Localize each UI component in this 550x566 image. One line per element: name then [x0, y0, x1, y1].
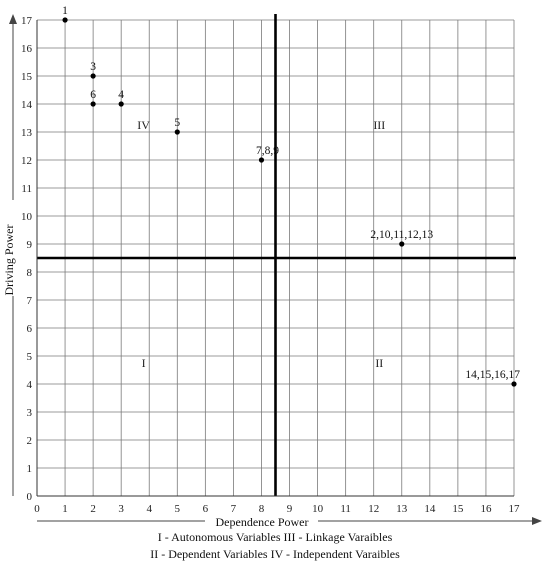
- quadrant-label: III: [373, 118, 385, 132]
- x-tick-label: 2: [90, 503, 96, 515]
- x-tick-label: 17: [509, 503, 521, 515]
- x-tick-label: 4: [146, 503, 152, 515]
- y-tick-label: 3: [27, 407, 33, 419]
- x-tick-label: 5: [175, 503, 181, 515]
- y-tick-label: 6: [27, 323, 33, 335]
- data-point: [511, 381, 517, 387]
- quadrant-label: I: [142, 356, 146, 370]
- x-tick-label: 3: [118, 503, 124, 515]
- x-tick-label: 12: [368, 503, 379, 515]
- y-tick-label: 12: [21, 155, 32, 167]
- y-tick-label: 7: [27, 295, 33, 307]
- data-point-label: 14,15,16,17: [465, 369, 520, 381]
- data-point-label: 6: [90, 89, 96, 101]
- legend-line-1: I - Autonomous Variables III - Linkage V…: [158, 530, 393, 544]
- data-point: [90, 73, 96, 79]
- x-tick-label: 11: [340, 503, 351, 515]
- data-point-label: 4: [118, 89, 124, 101]
- data-point: [118, 101, 124, 107]
- y-tick-label: 10: [21, 211, 33, 223]
- y-tick-label: 13: [21, 127, 33, 139]
- y-tick-label: 15: [21, 71, 33, 83]
- y-tick-label: 2: [27, 435, 33, 447]
- data-point-label: 1: [62, 5, 68, 17]
- data-point-label: 5: [174, 117, 180, 129]
- quadrant-label: II: [375, 356, 383, 370]
- y-tick-label: 14: [21, 99, 33, 111]
- data-point: [62, 17, 68, 23]
- x-tick-label: 15: [452, 503, 464, 515]
- data-point-label: 7,8,9: [256, 145, 279, 157]
- data-point: [399, 241, 405, 247]
- x-axis-title: Dependence Power: [216, 515, 309, 529]
- y-arrow-head: [9, 14, 17, 24]
- y-tick-label: 5: [27, 351, 33, 363]
- axes: [9, 14, 542, 525]
- x-tick-label: 16: [480, 503, 492, 515]
- quadrant-dividers: [37, 14, 516, 496]
- x-tick-labels: 0 1 2 3 4 5 6 7 8 9 10 11 12 13 14 15 16 17: [34, 503, 520, 515]
- x-tick-label: 8: [259, 503, 265, 515]
- y-tick-label: 17: [21, 15, 33, 27]
- y-tick-label: 8: [27, 267, 33, 279]
- y-axis-title: Driving Power: [2, 225, 16, 296]
- y-tick-label: 9: [27, 239, 33, 251]
- data-point: [90, 101, 96, 107]
- data-point-label: 2,10,11,12,13: [370, 229, 433, 241]
- x-tick-label: 14: [424, 503, 436, 515]
- data-point-label: 3: [90, 61, 96, 73]
- data-point: [174, 129, 180, 135]
- y-tick-label: 4: [27, 379, 33, 391]
- x-tick-label: 9: [287, 503, 293, 515]
- x-arrow-head: [532, 517, 542, 525]
- x-tick-label: 13: [396, 503, 408, 515]
- data-points: 1 3 6 4 5 7,8,9 2,10,11,12,13 14,15,16,17: [62, 5, 520, 387]
- x-tick-label: 6: [203, 503, 209, 515]
- x-tick-label: 10: [312, 503, 324, 515]
- y-tick-label: 1: [27, 463, 33, 475]
- x-tick-label: 0: [34, 503, 40, 515]
- data-point: [258, 157, 265, 163]
- y-tick-label: 11: [21, 183, 32, 195]
- y-tick-label: 0: [27, 491, 33, 503]
- x-tick-label: 1: [62, 503, 68, 515]
- legend-line-2: II - Dependent Variables IV - Independen…: [150, 547, 400, 561]
- quadrant-label: IV: [137, 118, 150, 132]
- x-tick-label: 7: [231, 503, 237, 515]
- y-tick-label: 16: [21, 43, 33, 55]
